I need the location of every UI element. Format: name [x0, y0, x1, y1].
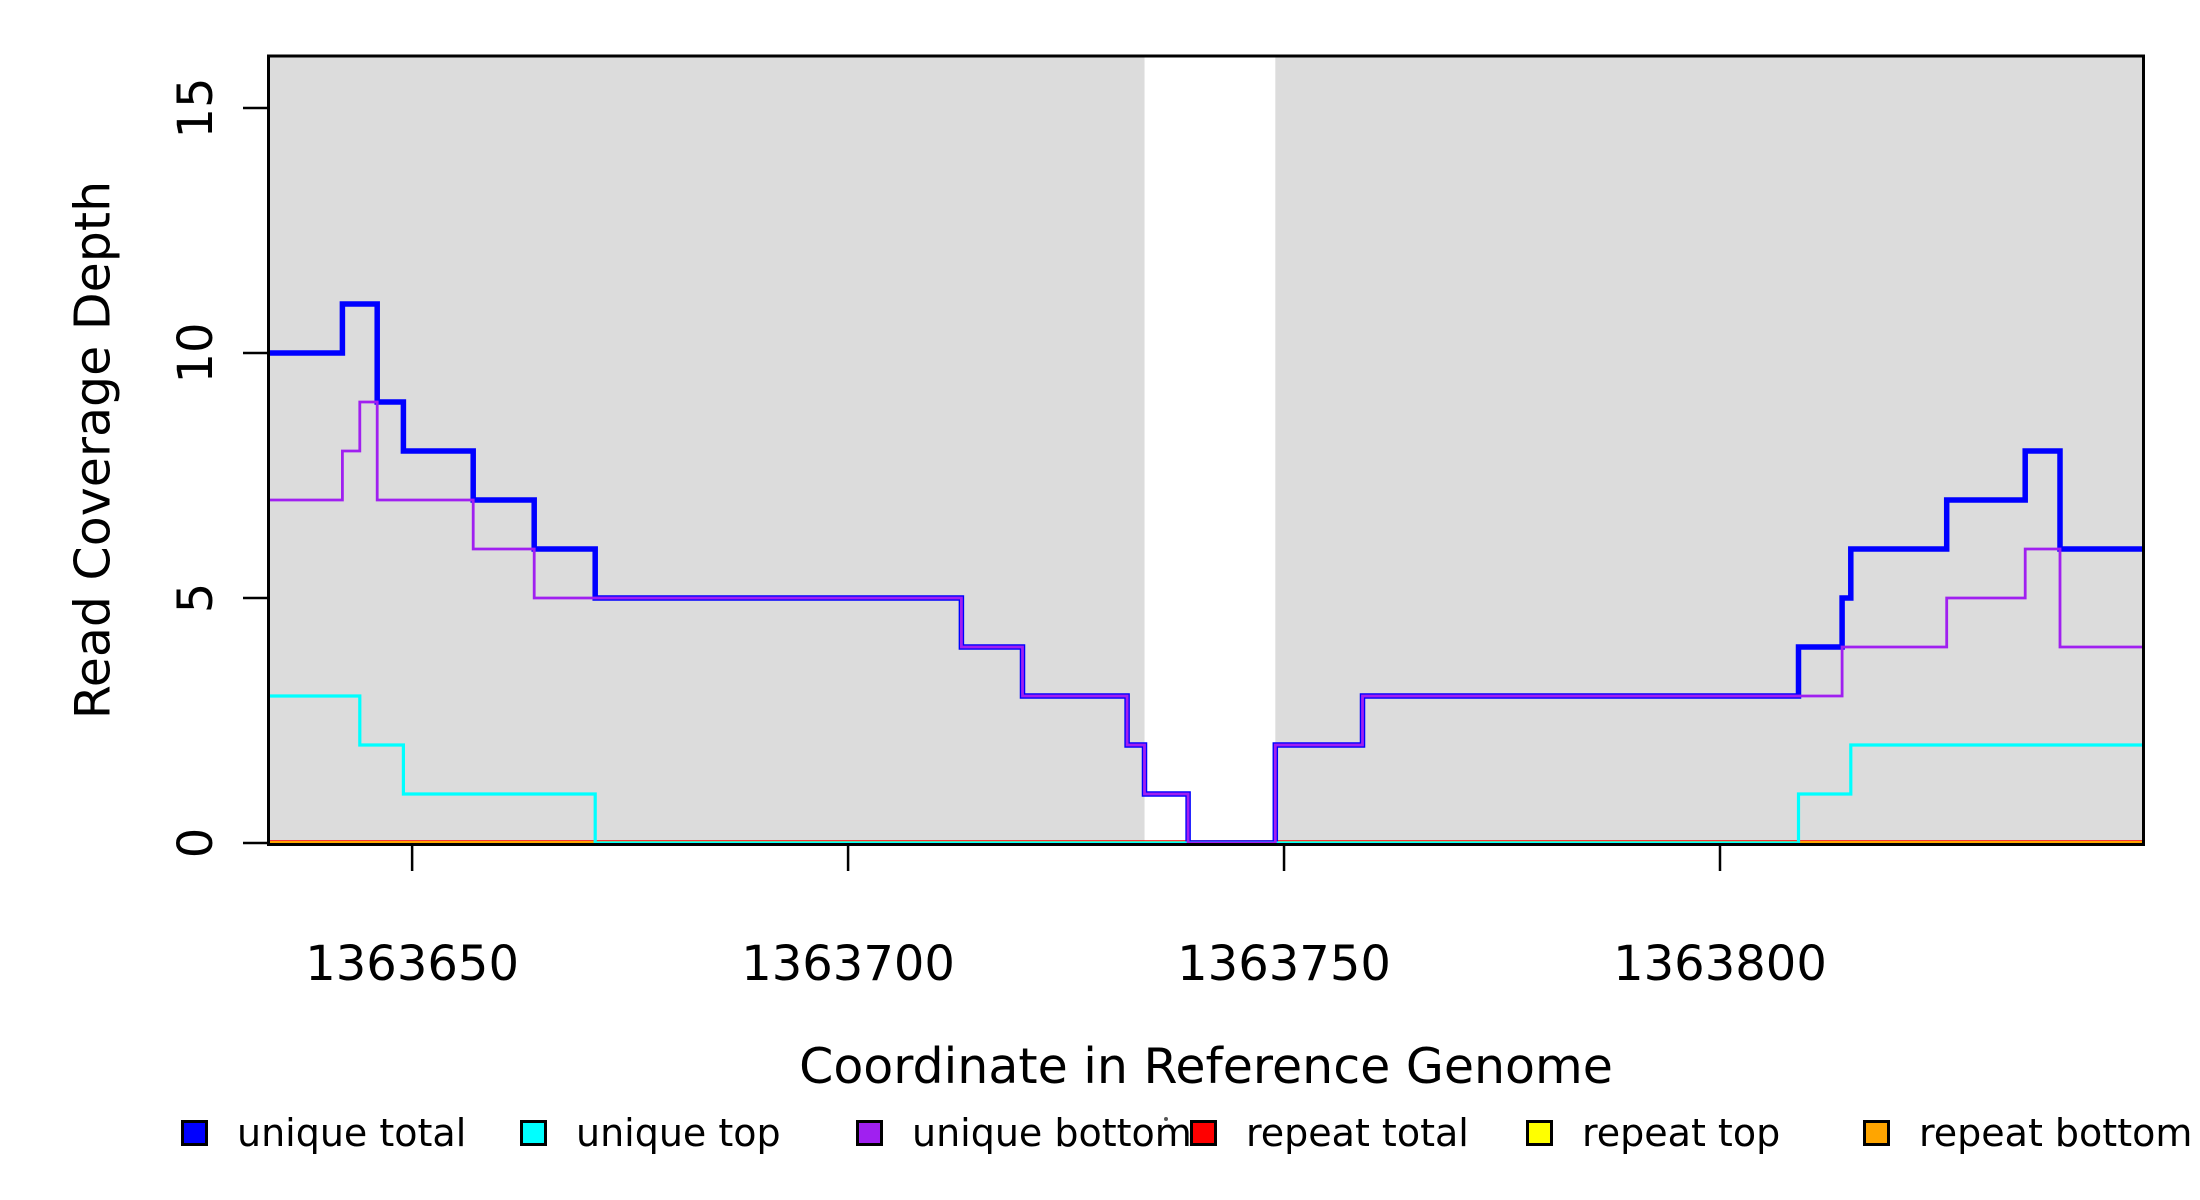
legend-swatch-repeat-top	[1526, 1120, 1553, 1146]
legend-label-repeat-total: repeat total	[1246, 1111, 1469, 1155]
series-unique-top	[270, 694, 2142, 845]
y-axis-title: Read Coverage Depth	[64, 180, 122, 719]
x-tick-label-1363650: 1363650	[305, 936, 519, 992]
x-tick-label-1363700: 1363700	[741, 936, 955, 992]
x-tick-label-1363750: 1363750	[1177, 936, 1391, 992]
axes-and-ticks	[243, 54, 2145, 871]
x-axis-title: Coordinate in Reference Genome	[799, 1038, 1613, 1095]
plot-box	[267, 54, 2145, 846]
legend-label-unique-top: unique top	[576, 1111, 781, 1155]
legend-label-repeat-bottom: repeat bottom	[1919, 1111, 2193, 1155]
right-unique-region	[1275, 56, 2142, 843]
x-tick-label-1363800: 1363800	[1613, 936, 1827, 992]
stray-mark	[1164, 1117, 1168, 1121]
y-tick-label-10: 10	[168, 322, 224, 384]
legend-label-repeat-top: repeat top	[1582, 1111, 1781, 1155]
legend-swatch-unique-top	[520, 1120, 547, 1146]
legend-swatch-unique-total	[181, 1120, 208, 1146]
y-tick-label-0: 0	[168, 827, 224, 859]
legend-swatch-unique-bottom	[856, 1120, 883, 1146]
series-unique-bottom	[270, 400, 2142, 845]
shaded-regions	[270, 56, 2142, 843]
y-tick-label-5: 5	[168, 582, 224, 614]
legend-swatch-repeat-total	[1190, 1120, 1217, 1146]
legend-label-unique-total: unique total	[237, 1111, 467, 1155]
legend-label-unique-bottom: unique bottom	[912, 1111, 1192, 1155]
legend-swatch-repeat-bottom	[1863, 1120, 1890, 1146]
y-tick-label-15: 15	[168, 77, 224, 139]
